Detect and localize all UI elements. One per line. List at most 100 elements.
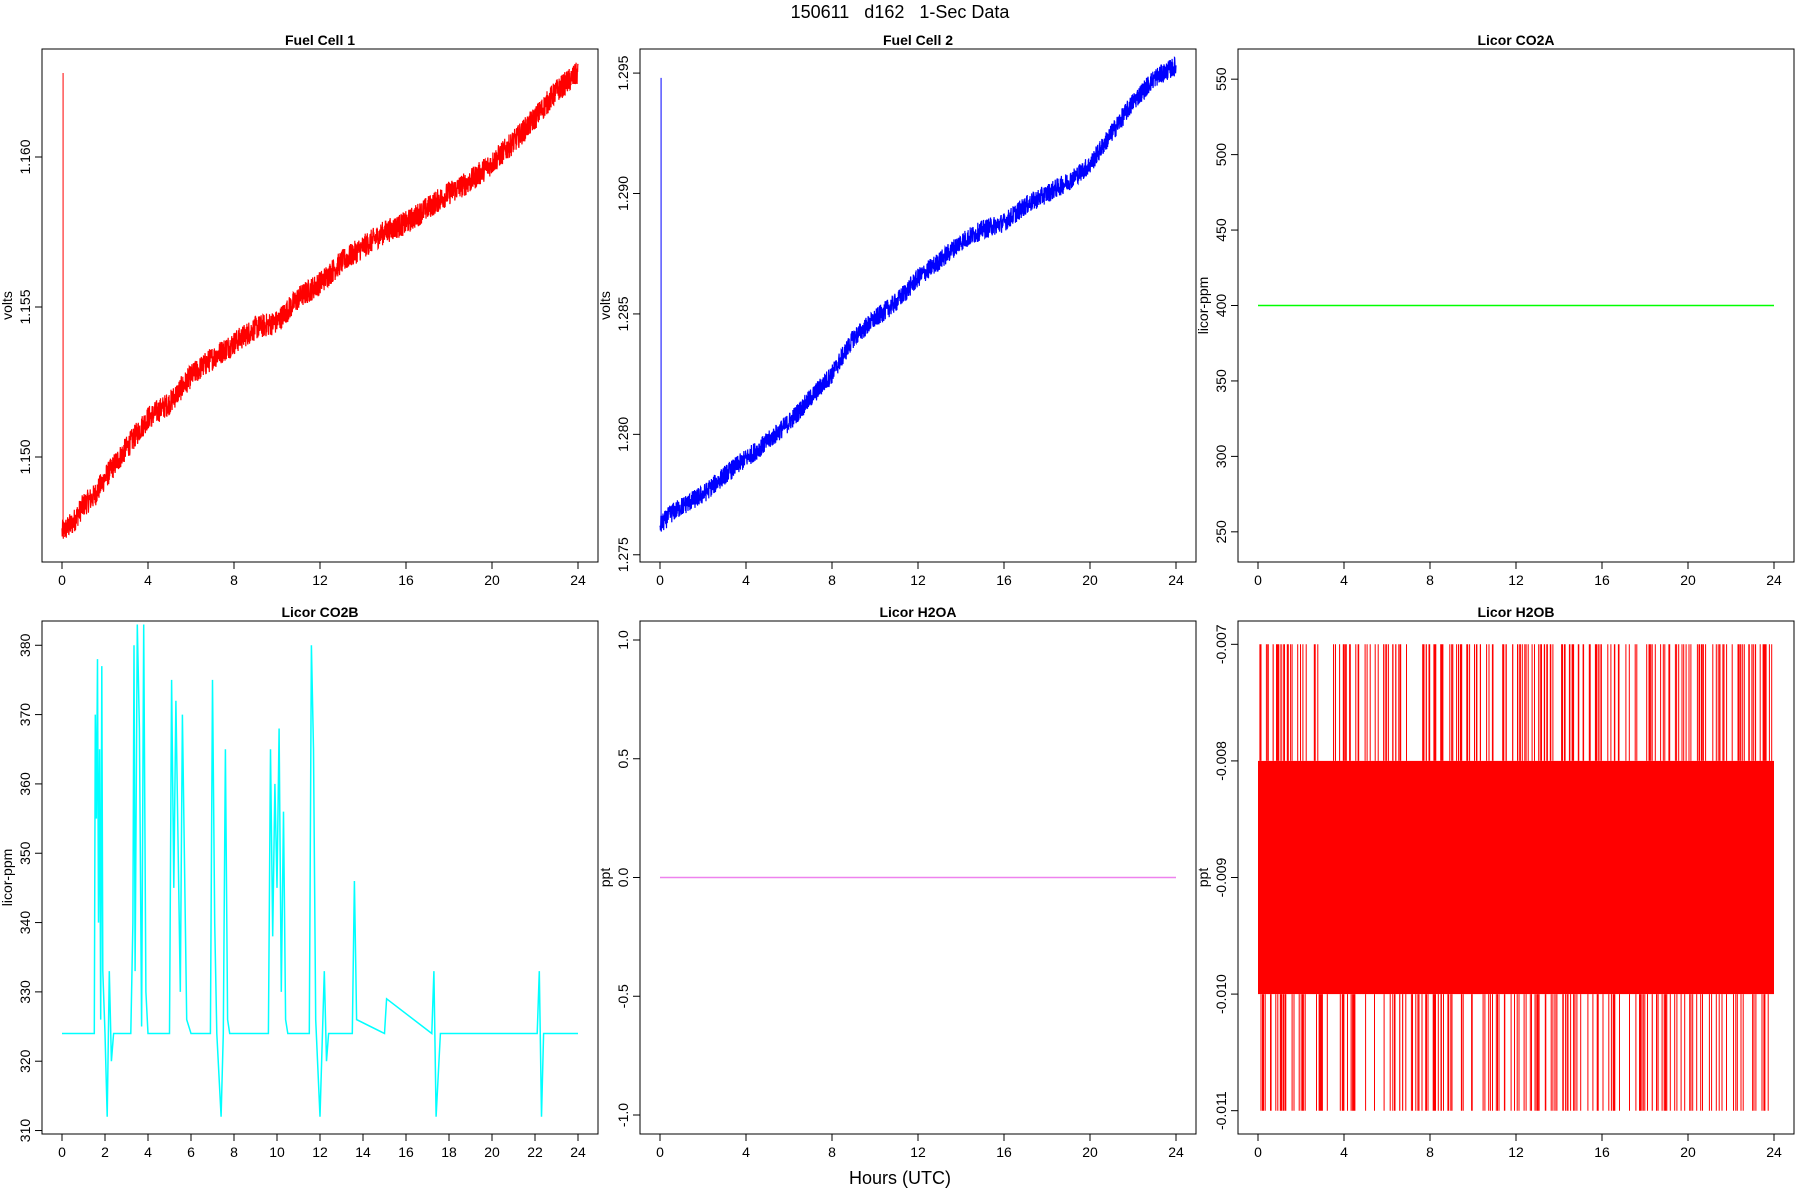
x-tick-label: 8 — [1426, 1144, 1434, 1160]
figure-title: 150611 d162 1-Sec Data — [790, 2, 1010, 22]
y-tick-label: 1.0 — [615, 630, 631, 650]
x-tick-label: 10 — [269, 1144, 285, 1160]
y-tick-label: 250 — [1213, 520, 1229, 544]
y-tick-label: 1.160 — [17, 139, 33, 174]
x-tick-label: 14 — [355, 1144, 371, 1160]
x-tick-label: 16 — [1594, 572, 1610, 588]
x-tick-label: 0 — [58, 572, 66, 588]
y-tick-label: -0.008 — [1213, 741, 1229, 781]
y-tick-label: -0.5 — [615, 984, 631, 1008]
panel-title: Fuel Cell 1 — [285, 32, 355, 48]
x-tick-label: 12 — [910, 572, 926, 588]
x-tick-label: 20 — [1082, 572, 1098, 588]
x-tick-label: 24 — [1766, 1144, 1782, 1160]
x-tick-label: 4 — [144, 1144, 152, 1160]
y-tick-label: 1.290 — [615, 176, 631, 211]
y-tick-label: 1.295 — [615, 55, 631, 90]
x-tick-label: 24 — [1766, 572, 1782, 588]
y-axis-label: ppt — [1195, 868, 1211, 888]
x-tick-label: 2 — [101, 1144, 109, 1160]
y-tick-label: 370 — [17, 703, 33, 727]
x-tick-label: 20 — [1680, 1144, 1696, 1160]
series-line — [659, 56, 1177, 532]
x-tick-label: 4 — [742, 572, 750, 588]
plot-frame — [41, 48, 599, 563]
y-axis-label: volts — [597, 291, 613, 320]
x-tick-label: 8 — [1426, 572, 1434, 588]
x-tick-label: 4 — [742, 1144, 750, 1160]
y-tick-label: 350 — [1213, 369, 1229, 393]
y-tick-label: 550 — [1213, 67, 1229, 91]
y-tick-label: -0.011 — [1213, 1091, 1229, 1130]
panel-5: Licor H2OA 0 4 8 12 16 20 24 -1.0 -0.5 0.0 0.5 1.0 pp… — [597, 604, 1197, 1160]
x-tick-label: 16 — [398, 1144, 414, 1160]
y-axis-label: licor-ppm — [1195, 277, 1211, 335]
series-group — [62, 624, 578, 1117]
x-tick-label: 24 — [1168, 1144, 1184, 1160]
x-tick-label: 8 — [230, 1144, 238, 1160]
x-tick-label: 18 — [441, 1144, 457, 1160]
y-tick-label: -1.0 — [615, 1103, 631, 1127]
y-tick-label: 500 — [1213, 143, 1229, 167]
x-tick-label: 0 — [656, 1144, 664, 1160]
x-tick-label: 0 — [656, 572, 664, 588]
x-tick-label: 20 — [1680, 572, 1696, 588]
y-tick-label: 0.5 — [615, 749, 631, 769]
y-tick-label: 1.150 — [17, 439, 33, 474]
y-tick-label: 320 — [17, 1049, 33, 1073]
x-tick-label: 20 — [484, 572, 500, 588]
panel-title: Licor CO2B — [281, 604, 358, 620]
y-axis-label: ppt — [597, 868, 613, 888]
panel-title: Licor H2OB — [1477, 604, 1554, 620]
x-tick-label: 6 — [187, 1144, 195, 1160]
y-tick-label: 400 — [1213, 294, 1229, 318]
y-tick-label: 0.0 — [615, 868, 631, 888]
y-tick-label: -0.007 — [1213, 624, 1229, 664]
series-line — [61, 62, 579, 539]
x-tick-label: 4 — [1340, 1144, 1348, 1160]
panel-6: Licor H2OB 0 4 8 12 16 20 24 -0.011 -0.010 -0.009 -… — [1195, 604, 1795, 1160]
y-tick-label: 300 — [1213, 444, 1229, 468]
x-tick-label: 8 — [828, 1144, 836, 1160]
y-tick-label: 360 — [17, 772, 33, 796]
x-tick-label: 22 — [527, 1144, 543, 1160]
series-group — [659, 56, 1177, 532]
series-band — [1258, 760, 1774, 995]
x-axis-label: Hours (UTC) — [849, 1168, 951, 1188]
plot-frame — [41, 620, 599, 1135]
x-tick-label: 24 — [1168, 572, 1184, 588]
x-tick-label: 20 — [484, 1144, 500, 1160]
panel-1: Fuel Cell 1 0 4 8 12 16 20 24 1.150 1.155 1.160 vol… — [0, 32, 599, 588]
x-tick-label: 12 — [1508, 1144, 1524, 1160]
x-tick-label: 12 — [312, 1144, 328, 1160]
y-tick-label: -0.009 — [1213, 857, 1229, 897]
y-tick-label: 350 — [17, 841, 33, 865]
y-tick-label: 1.285 — [615, 296, 631, 331]
panel-title: Fuel Cell 2 — [883, 32, 953, 48]
y-axis-label: volts — [0, 291, 15, 320]
x-tick-label: 16 — [398, 572, 414, 588]
panel-title: Licor CO2A — [1477, 32, 1554, 48]
x-tick-label: 20 — [1082, 1144, 1098, 1160]
x-tick-label: 4 — [144, 572, 152, 588]
y-tick-label: 310 — [17, 1119, 33, 1143]
x-tick-label: 4 — [1340, 572, 1348, 588]
x-tick-label: 8 — [230, 572, 238, 588]
y-tick-label: 330 — [17, 980, 33, 1004]
series-group — [61, 62, 579, 539]
x-tick-label: 12 — [910, 1144, 926, 1160]
x-tick-label: 16 — [1594, 1144, 1610, 1160]
x-tick-label: 24 — [570, 572, 586, 588]
y-tick-label: 380 — [17, 633, 33, 657]
x-tick-label: 0 — [1254, 1144, 1262, 1160]
y-tick-label: -0.010 — [1213, 974, 1229, 1014]
y-tick-label: 1.280 — [615, 417, 631, 452]
series-group — [1258, 644, 1774, 1111]
x-tick-label: 12 — [312, 572, 328, 588]
series-spikes — [1259, 644, 1773, 1111]
y-axis-label: licor-ppm — [0, 849, 15, 907]
y-tick-label: 450 — [1213, 218, 1229, 242]
y-tick-label: 340 — [17, 911, 33, 935]
